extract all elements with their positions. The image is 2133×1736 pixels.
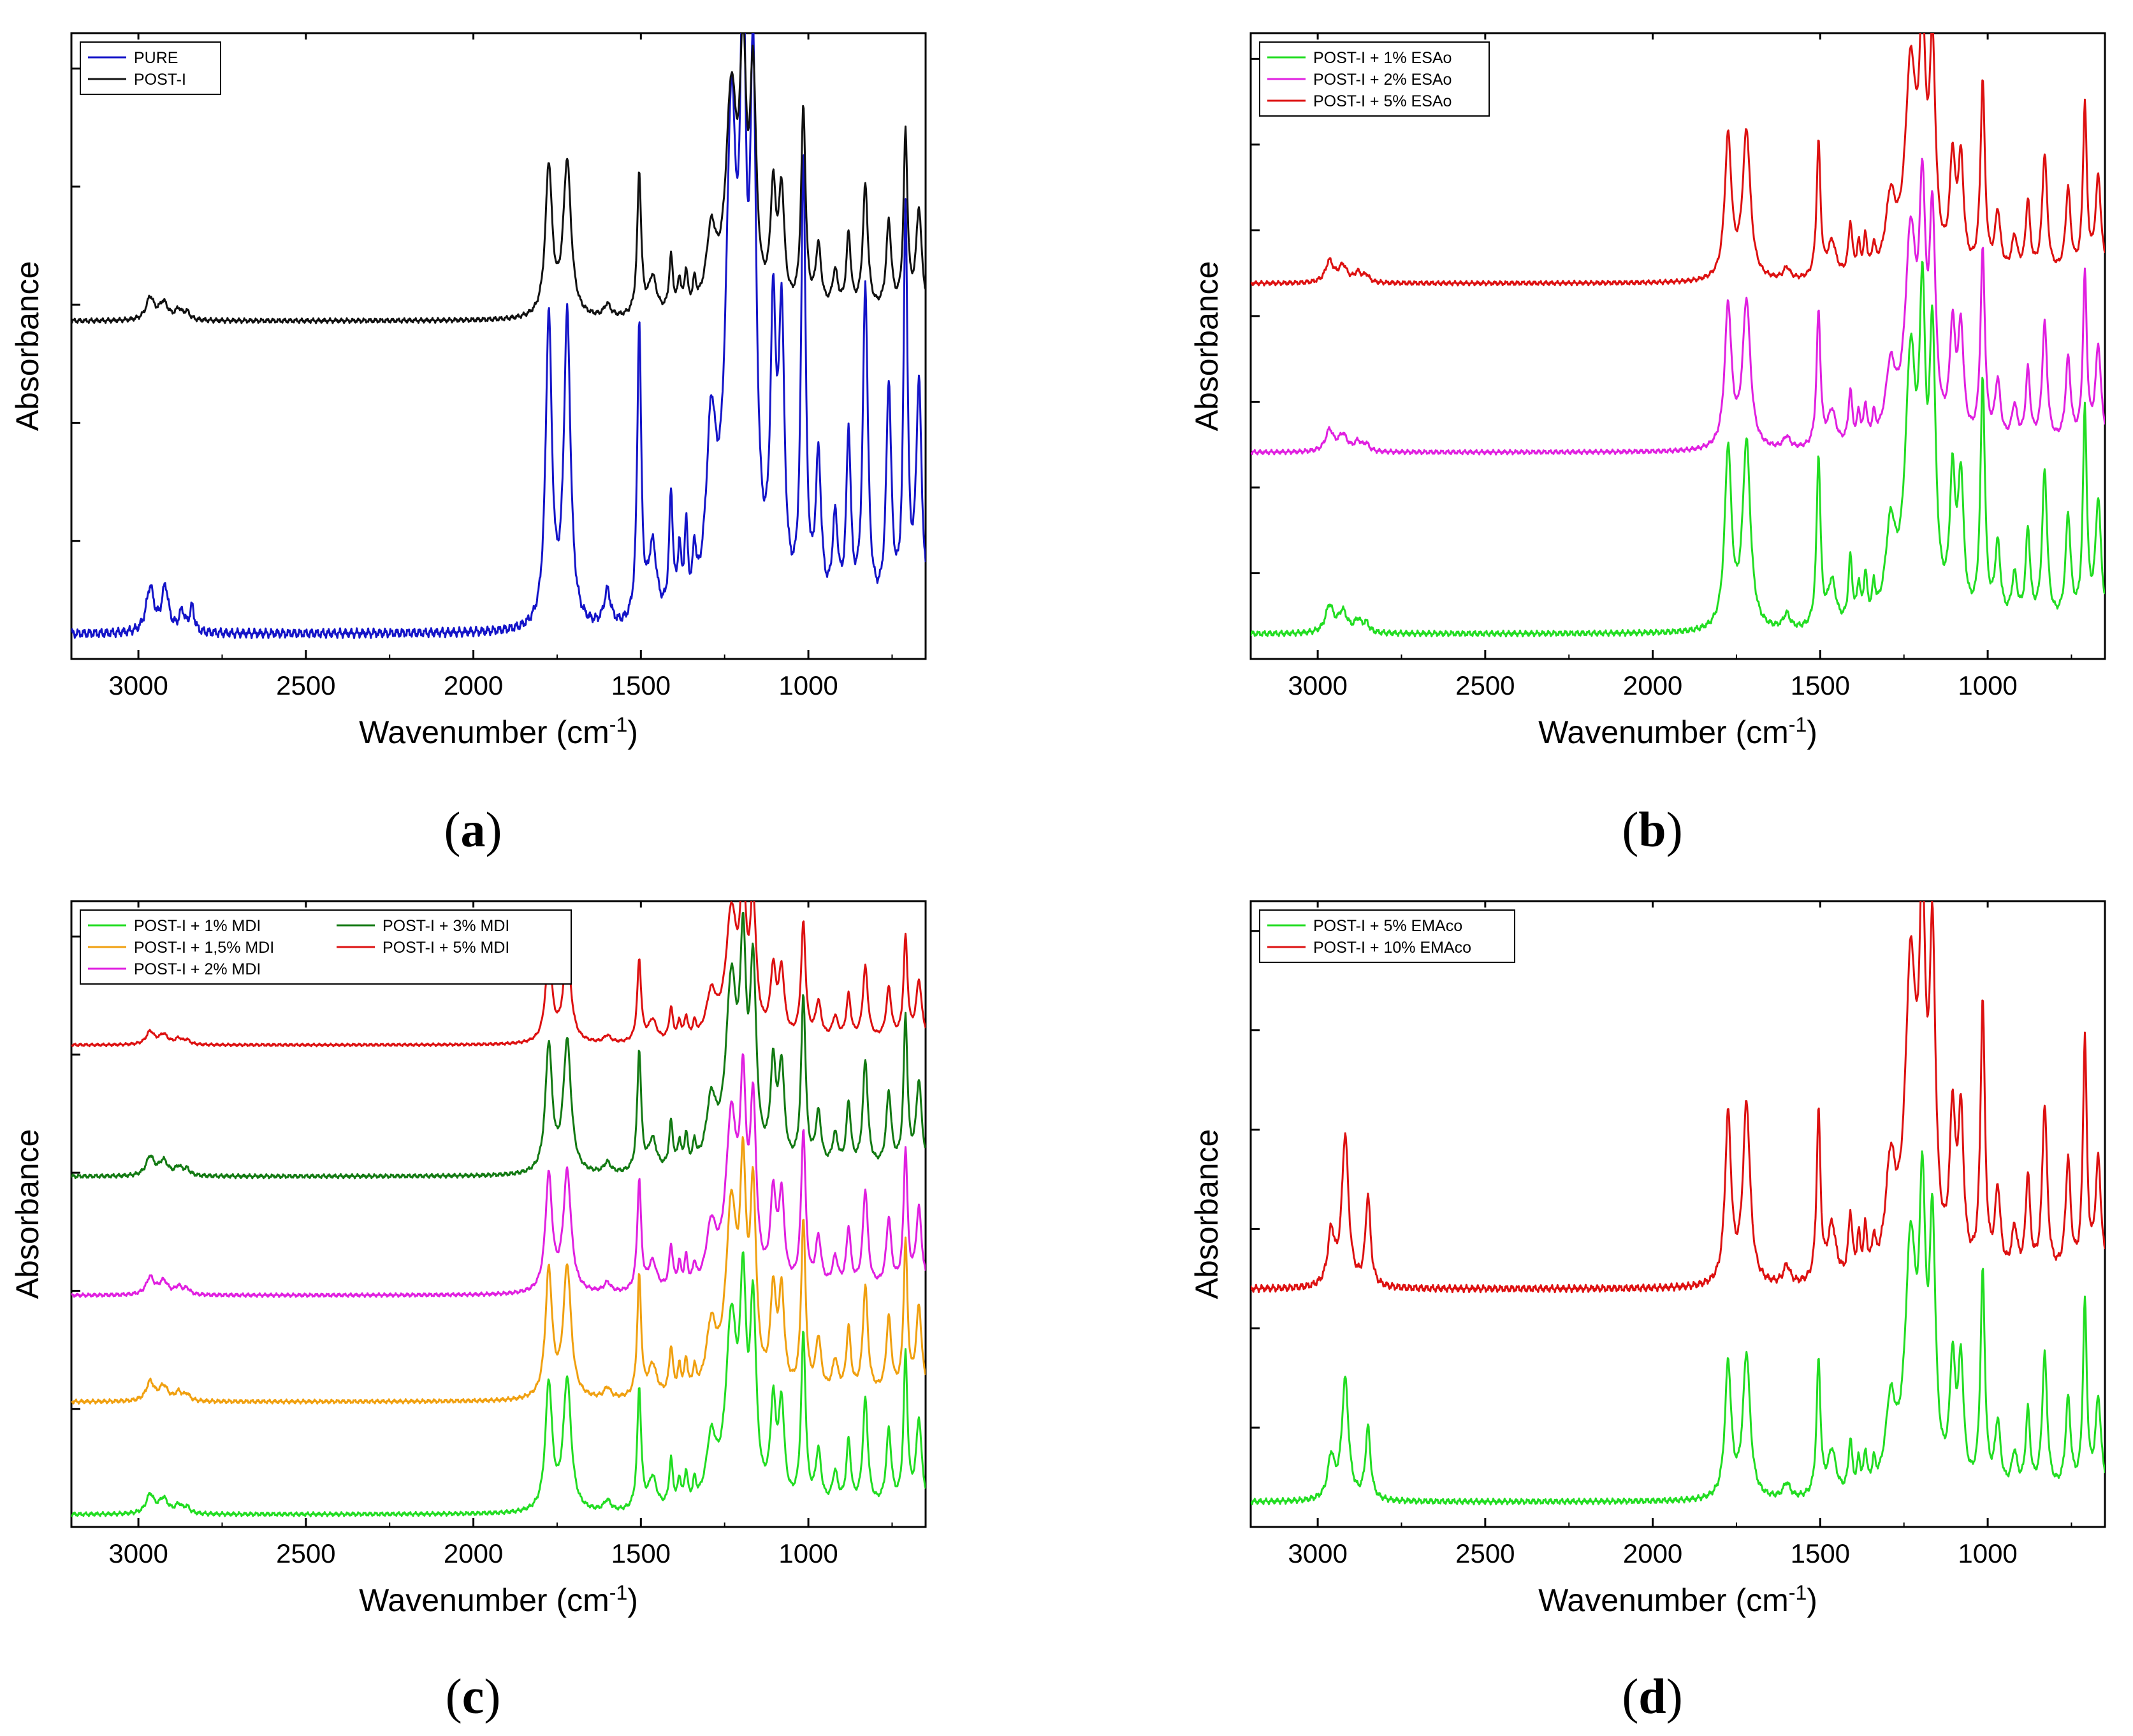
x-tick-label: 1000: [1958, 670, 2017, 700]
x-tick-label: 2500: [1455, 1538, 1515, 1568]
legend-label: POST-I + 3% MDI: [382, 917, 509, 935]
y-axis-label: Absorbance: [10, 1129, 45, 1299]
x-tick-label: 1000: [778, 1538, 838, 1568]
legend-label: POST-I + 5% EMAco: [1313, 917, 1462, 935]
x-axis-label: Wavenumber (cm-1): [359, 713, 638, 750]
x-tick-label: 3000: [108, 1538, 168, 1568]
y-axis-label: Absorbance: [1189, 1129, 1225, 1299]
x-tick-label: 1000: [778, 670, 838, 700]
series-line-c-3: [71, 1053, 926, 1298]
panel-label-c: (c): [446, 1668, 501, 1724]
legend-label: POST-I + 1% ESAo: [1313, 49, 1452, 67]
plot-frame-a: [70, 32, 927, 660]
series-line-d-2: [1251, 901, 2105, 1294]
x-axis-label: Wavenumber (cm-1): [1538, 1581, 1817, 1618]
x-tick-label: 3000: [1288, 670, 1347, 700]
plot-frame-c: [70, 900, 927, 1528]
x-tick-label: 2000: [1623, 1538, 1682, 1568]
x-axis-label: Wavenumber (cm-1): [359, 1581, 638, 1618]
legend-label: POST-I + 5% ESAo: [1313, 92, 1452, 110]
legend-box-a: [80, 41, 221, 95]
panel-label-d: (d): [1622, 1668, 1682, 1724]
y-axis-label: Absorbance: [10, 261, 45, 431]
panel-b: 3000 2500 2000 1500 1000 Wavenumber (cm-1) Abs…: [1189, 32, 2106, 857]
x-tick-label: 2000: [444, 670, 503, 700]
series-line-b-1: [1251, 261, 2105, 638]
series-line-c-4: [71, 912, 926, 1180]
x-tick-label: 2500: [276, 1538, 335, 1568]
legend-box-d: [1259, 909, 1515, 963]
x-tick-label: 2500: [276, 670, 335, 700]
series-line-a-2: [71, 33, 926, 324]
legend-box-c: [80, 909, 572, 985]
series-line-a-1: [71, 33, 926, 639]
panel-d: 3000 2500 2000 1500 1000 Wavenumber (cm-1) Abs…: [1189, 900, 2106, 1724]
legend-label: PURE: [134, 49, 178, 67]
x-tick-label: 1500: [1791, 670, 1850, 700]
series-line-b-2: [1251, 157, 2105, 456]
x-tick-label: 2500: [1455, 670, 1515, 700]
x-tick-label: 3000: [1288, 1538, 1347, 1568]
x-tick-label: 2000: [1623, 670, 1682, 700]
series-line-d-1: [1251, 1150, 2105, 1506]
x-axis-label: Wavenumber (cm-1): [1538, 713, 1817, 750]
legend-label: POST-I: [134, 71, 186, 89]
plot-frame-d: [1249, 900, 2106, 1528]
legend-label: POST-I + 2% MDI: [134, 960, 261, 978]
panel-a: 3000 2500 2000 1500 1000 Wavenumber (cm-1) Abs…: [10, 32, 927, 857]
legend-label: POST-I + 1% MDI: [134, 917, 261, 935]
legend-label: POST-I + 1,5% MDI: [134, 939, 274, 957]
series-line-c-5: [71, 901, 926, 1048]
panel-label-a: (a): [444, 802, 502, 857]
series-line-b-3: [1251, 33, 2105, 287]
x-tick-label: 1500: [611, 670, 671, 700]
x-tick-label: 1000: [1958, 1538, 2017, 1568]
panel-c: 3000 2500 2000 1500 1000 Wavenumber (cm-1) Abs…: [10, 900, 927, 1724]
legend-label: POST-I + 2% ESAo: [1313, 71, 1452, 89]
x-tick-label: 3000: [108, 670, 168, 700]
series-line-c-2: [71, 1136, 926, 1405]
legend-label: POST-I + 5% MDI: [382, 939, 509, 957]
panel-label-b: (b): [1622, 802, 1682, 857]
legend-label: POST-I + 10% EMAco: [1313, 939, 1471, 957]
plot-frame-b: [1249, 32, 2106, 660]
series-line-c-1: [71, 1251, 926, 1517]
x-tick-label: 2000: [444, 1538, 503, 1568]
x-tick-label: 1500: [1791, 1538, 1850, 1568]
y-axis-label: Absorbance: [1189, 261, 1225, 431]
x-tick-label: 1500: [611, 1538, 671, 1568]
